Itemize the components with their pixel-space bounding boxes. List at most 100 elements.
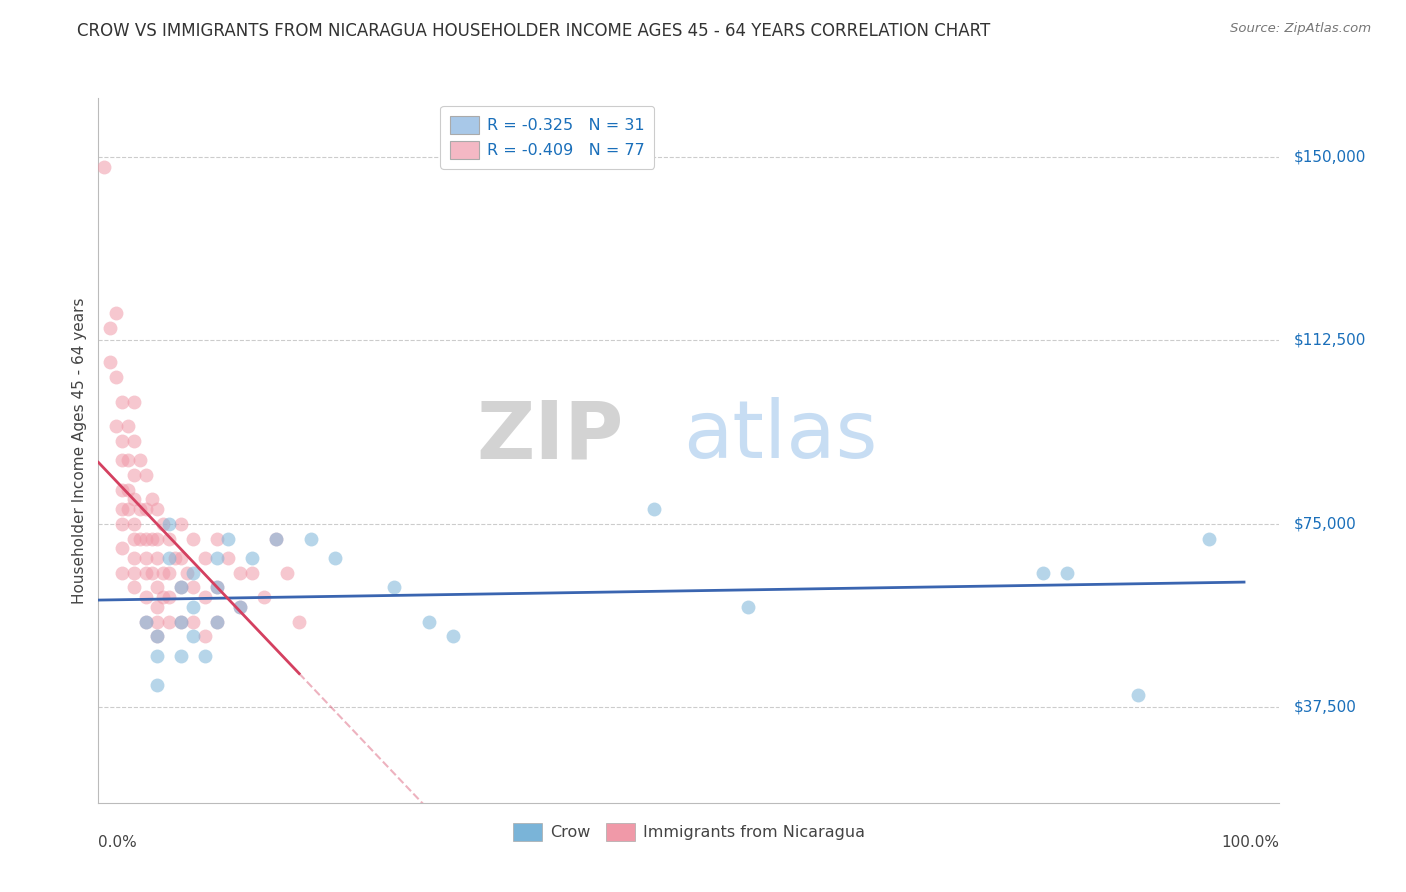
Point	[146, 600, 169, 615]
Point	[135, 502, 157, 516]
Point	[141, 566, 163, 580]
Point	[141, 492, 163, 507]
Point	[382, 581, 405, 595]
Point	[157, 516, 180, 531]
Point	[117, 419, 139, 434]
Point	[418, 615, 440, 629]
Point	[1056, 566, 1078, 580]
Point	[111, 566, 134, 580]
Point	[240, 551, 263, 566]
Point	[105, 370, 128, 384]
Text: ZIP: ZIP	[477, 397, 624, 475]
Point	[146, 502, 169, 516]
Point	[93, 160, 115, 174]
Point	[205, 551, 228, 566]
Point	[217, 551, 239, 566]
Point	[117, 453, 139, 467]
Point	[205, 615, 228, 629]
Point	[157, 532, 180, 546]
Point	[122, 532, 145, 546]
Point	[135, 566, 157, 580]
Point	[323, 551, 346, 566]
Point	[157, 551, 180, 566]
Point	[122, 551, 145, 566]
Point	[135, 615, 157, 629]
Point	[111, 502, 134, 516]
Text: $75,000: $75,000	[1294, 516, 1357, 532]
Point	[117, 502, 139, 516]
Point	[205, 532, 228, 546]
Point	[240, 566, 263, 580]
Point	[170, 615, 193, 629]
Point	[146, 581, 169, 595]
Legend: Crow, Immigrants from Nicaragua: Crow, Immigrants from Nicaragua	[506, 816, 872, 847]
Point	[205, 615, 228, 629]
Point	[1032, 566, 1054, 580]
Point	[146, 678, 169, 692]
Text: 0.0%: 0.0%	[98, 835, 138, 849]
Point	[135, 532, 157, 546]
Point	[229, 600, 252, 615]
Point	[181, 532, 204, 546]
Point	[111, 453, 134, 467]
Point	[128, 453, 150, 467]
Point	[135, 591, 157, 605]
Point	[194, 648, 217, 663]
Point	[229, 566, 252, 580]
Point	[229, 600, 252, 615]
Point	[135, 615, 157, 629]
Point	[122, 581, 145, 595]
Point	[1126, 688, 1149, 702]
Point	[146, 629, 169, 643]
Point	[111, 483, 134, 497]
Text: $150,000: $150,000	[1294, 149, 1367, 164]
Point	[170, 648, 193, 663]
Point	[441, 629, 464, 643]
Point	[146, 629, 169, 643]
Text: atlas: atlas	[683, 397, 877, 475]
Point	[165, 551, 187, 566]
Point	[181, 615, 204, 629]
Point	[111, 394, 134, 409]
Point	[135, 467, 157, 482]
Text: 100.0%: 100.0%	[1222, 835, 1279, 849]
Point	[217, 532, 239, 546]
Point	[194, 591, 217, 605]
Point	[194, 629, 217, 643]
Point	[128, 502, 150, 516]
Point	[152, 566, 174, 580]
Point	[122, 516, 145, 531]
Point	[181, 566, 204, 580]
Point	[170, 581, 193, 595]
Point	[288, 615, 311, 629]
Point	[181, 629, 204, 643]
Point	[111, 434, 134, 448]
Point	[264, 532, 287, 546]
Text: $37,500: $37,500	[1294, 700, 1357, 714]
Point	[643, 502, 665, 516]
Text: CROW VS IMMIGRANTS FROM NICARAGUA HOUSEHOLDER INCOME AGES 45 - 64 YEARS CORRELAT: CROW VS IMMIGRANTS FROM NICARAGUA HOUSEH…	[77, 22, 991, 40]
Point	[170, 581, 193, 595]
Text: Source: ZipAtlas.com: Source: ZipAtlas.com	[1230, 22, 1371, 36]
Point	[135, 551, 157, 566]
Point	[253, 591, 276, 605]
Point	[157, 566, 180, 580]
Point	[128, 532, 150, 546]
Point	[122, 467, 145, 482]
Point	[117, 483, 139, 497]
Point	[176, 566, 198, 580]
Point	[181, 600, 204, 615]
Point	[205, 581, 228, 595]
Point	[170, 615, 193, 629]
Point	[157, 615, 180, 629]
Point	[98, 321, 121, 335]
Point	[205, 581, 228, 595]
Point	[170, 516, 193, 531]
Point	[146, 648, 169, 663]
Point	[146, 532, 169, 546]
Point	[194, 551, 217, 566]
Point	[170, 551, 193, 566]
Point	[264, 532, 287, 546]
Text: $112,500: $112,500	[1294, 333, 1367, 348]
Point	[152, 516, 174, 531]
